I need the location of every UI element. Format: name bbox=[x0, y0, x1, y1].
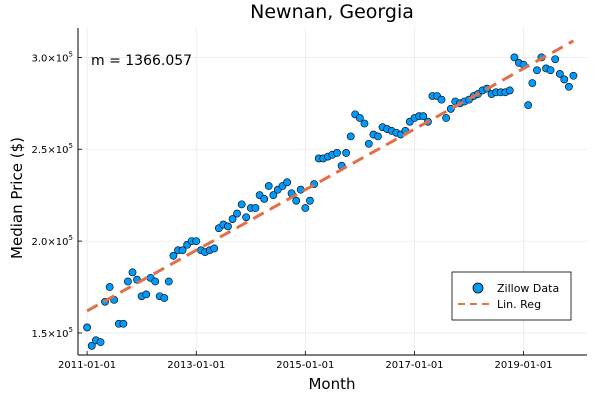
data-point bbox=[505, 86, 514, 95]
regression-line bbox=[86, 39, 575, 313]
axes bbox=[77, 28, 587, 356]
data-point bbox=[178, 246, 187, 255]
x-tick-label: 2017-01-01 bbox=[385, 360, 443, 371]
data-point bbox=[83, 323, 92, 332]
legend-marker-zillow bbox=[472, 282, 484, 294]
legend-label-linreg: Lin. Reg bbox=[497, 298, 541, 311]
data-point bbox=[569, 71, 578, 80]
y-tick-label: 2.5×105 bbox=[32, 142, 73, 156]
data-point bbox=[283, 178, 291, 187]
data-point bbox=[169, 251, 178, 260]
slope-annotation: m = 1366.057 bbox=[91, 53, 192, 69]
data-point bbox=[123, 277, 132, 286]
data-point bbox=[524, 101, 533, 110]
data-point bbox=[346, 132, 355, 141]
data-point bbox=[142, 290, 151, 299]
data-point bbox=[301, 204, 310, 212]
data-point bbox=[164, 277, 173, 286]
data-point bbox=[269, 191, 278, 200]
data-point bbox=[224, 222, 232, 231]
y-tick-label: 2.0×105 bbox=[32, 234, 73, 248]
data-point bbox=[251, 204, 260, 212]
data-point bbox=[306, 196, 314, 205]
data-point bbox=[546, 66, 555, 75]
legend: Zillow Data Lin. Reg bbox=[451, 271, 572, 321]
data-point bbox=[555, 70, 564, 78]
data-point bbox=[510, 53, 519, 62]
legend-box bbox=[451, 271, 572, 321]
data-point bbox=[264, 182, 273, 190]
data-point bbox=[342, 149, 350, 157]
data-point bbox=[160, 294, 169, 302]
data-point bbox=[355, 114, 364, 122]
x-tick-label: 2013-01-01 bbox=[167, 360, 225, 371]
data-point bbox=[260, 194, 269, 203]
grid-lines bbox=[78, 28, 587, 355]
data-point bbox=[333, 149, 341, 157]
data-point bbox=[228, 215, 237, 223]
chart-title: Newnan, Georgia bbox=[250, 1, 414, 23]
y-tick-labels: 1.5×105 2.0×105 2.5×105 3.0×105 bbox=[32, 50, 73, 340]
data-point bbox=[360, 119, 369, 128]
data-point bbox=[551, 55, 560, 64]
data-point bbox=[364, 139, 373, 148]
series-layer bbox=[83, 39, 578, 350]
data-point bbox=[242, 213, 251, 222]
data-point bbox=[442, 114, 451, 122]
data-point bbox=[128, 268, 137, 277]
data-point bbox=[237, 200, 246, 209]
data-point bbox=[565, 82, 573, 91]
data-point bbox=[292, 196, 301, 205]
data-point bbox=[119, 319, 128, 328]
data-point bbox=[87, 341, 96, 350]
data-point bbox=[105, 283, 114, 291]
data-point bbox=[233, 209, 241, 218]
y-axis-label: Median Price ($) bbox=[8, 137, 26, 259]
data-point bbox=[560, 75, 569, 84]
data-point bbox=[210, 244, 219, 253]
y-tick-label: 1.5×105 bbox=[32, 326, 73, 340]
y-tick-label: 3.0×105 bbox=[32, 50, 73, 64]
data-point bbox=[374, 132, 382, 141]
x-tick-label: 2011-01-01 bbox=[58, 360, 116, 371]
data-point bbox=[96, 338, 105, 347]
x-axis-label: Month bbox=[308, 375, 355, 393]
x-tick-labels: 2011-01-01 2013-01-01 2015-01-01 2017-01-01… bbox=[58, 360, 553, 371]
data-point bbox=[151, 277, 160, 286]
data-point bbox=[528, 79, 537, 88]
legend-label-zillow: Zillow Data bbox=[497, 282, 559, 295]
x-tick-label: 2019-01-01 bbox=[494, 360, 552, 371]
data-point bbox=[192, 237, 201, 246]
x-tick-label: 2015-01-01 bbox=[276, 360, 334, 371]
data-point bbox=[419, 112, 428, 121]
data-point bbox=[437, 95, 446, 104]
data-point bbox=[533, 66, 541, 75]
